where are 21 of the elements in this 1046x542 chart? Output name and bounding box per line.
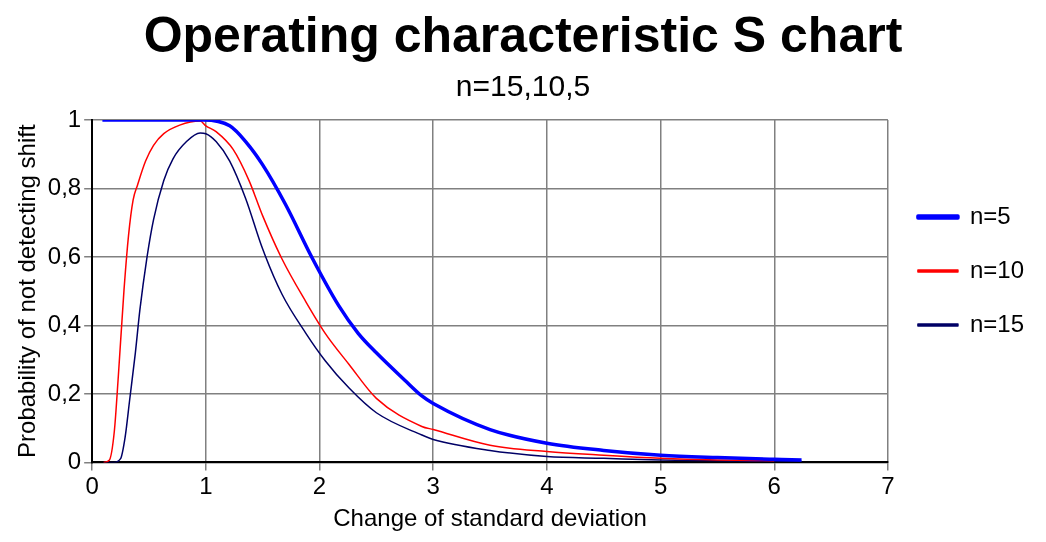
legend-label: n=10 [969,255,1024,283]
chart-subtitle: n=15,10,5 [455,69,591,103]
x-tick-label: 3 [426,472,440,500]
y-tick-label: 0,2 [47,378,82,406]
legend-label: n=15 [969,309,1024,337]
y-tick-label: 0,6 [47,241,82,269]
x-tick-label: 1 [199,472,213,500]
x-tick-label: 2 [312,472,327,500]
y-tick-label: 0,4 [47,310,82,338]
y-tick-label: 0 [67,447,82,475]
y-axis-title: Probability of not detecting shift [13,124,41,458]
chart-title: Operating characteristic S chart [143,6,903,63]
x-tick-label: 6 [767,472,781,500]
y-tick-label: 1 [67,104,82,132]
x-tick-label: 0 [85,472,99,500]
x-tick-label: 4 [540,472,554,500]
legend-label: n=5 [969,201,1011,229]
y-tick-label: 0,8 [47,173,82,201]
x-tick-label: 7 [881,472,895,500]
x-tick-label: 5 [653,472,668,500]
x-axis-title: Change of standard deviation [333,504,647,532]
